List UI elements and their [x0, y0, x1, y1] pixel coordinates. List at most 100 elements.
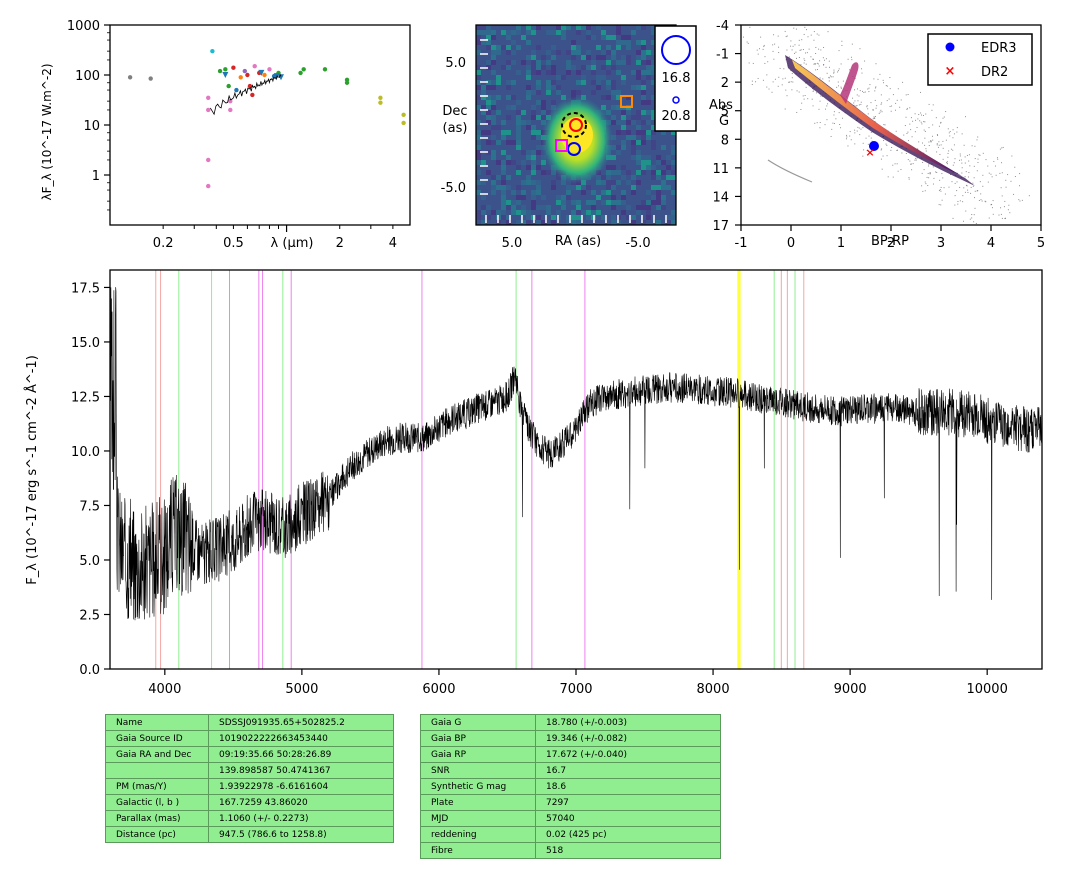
cmd-star-dot: [853, 102, 855, 104]
cmd-star-dot: [910, 163, 912, 165]
image-noise-pixel: [636, 150, 641, 155]
cmd-star-dot: [922, 114, 924, 116]
image-noise-pixel: [516, 125, 521, 130]
image-noise-pixel: [611, 135, 616, 140]
cmd-star-dot: [790, 70, 792, 72]
image-noise-pixel: [531, 105, 536, 110]
cmd-star-dot: [889, 88, 891, 90]
edr3-red-circle: [569, 118, 583, 132]
cmd-star-dot: [823, 64, 825, 66]
cmd-star-dot: [920, 91, 922, 93]
sed-photometry-point: [206, 95, 211, 100]
cmd-star-dot: [858, 127, 860, 129]
image-noise-pixel: [501, 160, 506, 165]
image-noise-pixel: [531, 140, 536, 145]
image-noise-pixel: [561, 200, 566, 205]
cmd-star-dot: [835, 118, 837, 120]
cmd-star-dot: [814, 122, 816, 124]
cmd-star-dot: [900, 99, 902, 101]
photometry-row: SNR 16.7: [420, 762, 721, 779]
photometry-key: Synthetic G mag: [420, 778, 536, 795]
cmd-star-dot: [925, 113, 927, 115]
image-noise-pixel: [531, 60, 536, 65]
image-noise-pixel: [511, 160, 516, 165]
photometry-row: Synthetic G mag 18.6: [420, 778, 721, 795]
image-ytick-2: -5.0: [441, 181, 466, 196]
image-noise-pixel: [636, 200, 641, 205]
cmd-star-dot: [886, 85, 888, 87]
cmd-star-dot: [804, 52, 806, 54]
cmd-star-dot: [824, 124, 826, 126]
image-noise-pixel: [656, 175, 661, 180]
cmd-star-dot: [870, 131, 872, 133]
cmd-star-dot: [947, 128, 949, 130]
image-noise-pixel: [486, 130, 491, 135]
image-noise-pixel: [531, 125, 536, 130]
cmd-star-dot: [828, 66, 830, 68]
cmd-main-sequence-halo: [785, 55, 975, 186]
image-noise-pixel: [616, 130, 621, 135]
image-xtick-2: -5.0: [625, 236, 650, 251]
image-noise-pixel: [521, 35, 526, 40]
cmd-star-dot: [896, 149, 898, 151]
image-noise-pixel: [611, 35, 616, 40]
image-noise-pixel: [521, 130, 526, 135]
cmd-star-dot: [890, 110, 892, 112]
image-noise-pixel: [651, 50, 656, 55]
cmd-star-dot: [790, 81, 792, 83]
image-noise-pixel: [481, 215, 486, 220]
photometry-key: Gaia BP: [420, 730, 536, 747]
image-noise-pixel: [511, 210, 516, 215]
cmd-star-dot: [837, 71, 839, 73]
cmd-star-dot: [889, 105, 891, 107]
image-noise-pixel: [626, 45, 631, 50]
image-noise-pixel: [581, 30, 586, 35]
image-noise-pixel: [501, 120, 506, 125]
cmd-star-dot: [884, 124, 886, 126]
cmd-star-dot: [875, 86, 877, 88]
cmd-star-dot: [881, 148, 883, 150]
image-noise-pixel: [616, 30, 621, 35]
image-noise-pixel: [526, 150, 531, 155]
image-noise-pixel: [671, 130, 676, 135]
image-noise-pixel: [571, 220, 576, 225]
image-noise-pixel: [541, 120, 546, 125]
cmd-star-dot: [970, 186, 972, 188]
image-noise-pixel: [506, 110, 511, 115]
image-noise-pixel: [586, 70, 591, 75]
image-noise-pixel: [631, 215, 636, 220]
image-noise-pixel: [556, 30, 561, 35]
cmd-star-dot: [938, 144, 940, 146]
image-noise-pixel: [596, 85, 601, 90]
image-noise-pixel: [601, 65, 606, 70]
cmd-star-dot: [766, 86, 768, 88]
image-noise-pixel: [536, 85, 541, 90]
cmd-star-dot: [953, 162, 955, 164]
cmd-star-dot: [883, 140, 885, 142]
sed-photometry-point: [206, 183, 211, 189]
cmd-star-dot: [962, 195, 964, 197]
cmd-star-dot: [974, 145, 976, 147]
cmd-star-dot: [881, 102, 883, 104]
cmd-star-dot: [881, 111, 883, 113]
image-noise-pixel: [646, 140, 651, 145]
cmd-star-dot: [939, 179, 941, 181]
cmd-star-dot: [982, 174, 984, 176]
image-noise-pixel: [621, 140, 626, 145]
image-noise-pixel: [641, 130, 646, 135]
image-noise-pixel: [626, 215, 631, 220]
cmd-ticks: -1 0 1 2 3 4 5 -4 -1 2 5 8 11 14 17: [712, 19, 1045, 251]
image-noise-pixel: [536, 205, 541, 210]
image-noise-pixel: [501, 215, 506, 220]
image-noise-pixel: [501, 65, 506, 70]
image-noise-pixel: [541, 100, 546, 105]
cmd-xtick-label: -1: [735, 236, 748, 251]
image-noise-pixel: [586, 30, 591, 35]
image-noise-pixel: [621, 200, 626, 205]
cmd-star-dot: [883, 124, 885, 126]
image-noise-pixel: [641, 95, 646, 100]
cmd-ytick-label: 14: [712, 190, 729, 205]
image-noise-pixel: [536, 60, 541, 65]
image-noise-pixel: [636, 75, 641, 80]
image-noise-pixel: [636, 25, 641, 30]
